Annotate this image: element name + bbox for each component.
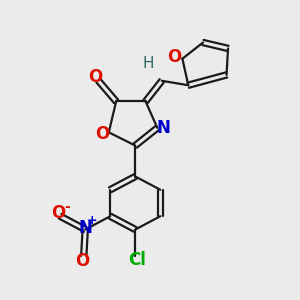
Text: +: + <box>86 214 97 227</box>
Text: Cl: Cl <box>128 250 146 268</box>
Text: -: - <box>64 200 70 214</box>
Text: N: N <box>157 119 171 137</box>
Text: O: O <box>52 204 66 222</box>
Text: N: N <box>78 219 92 237</box>
Text: O: O <box>95 125 109 143</box>
Text: O: O <box>88 68 103 86</box>
Text: O: O <box>75 252 89 270</box>
Text: H: H <box>143 56 154 70</box>
Text: O: O <box>167 48 181 66</box>
